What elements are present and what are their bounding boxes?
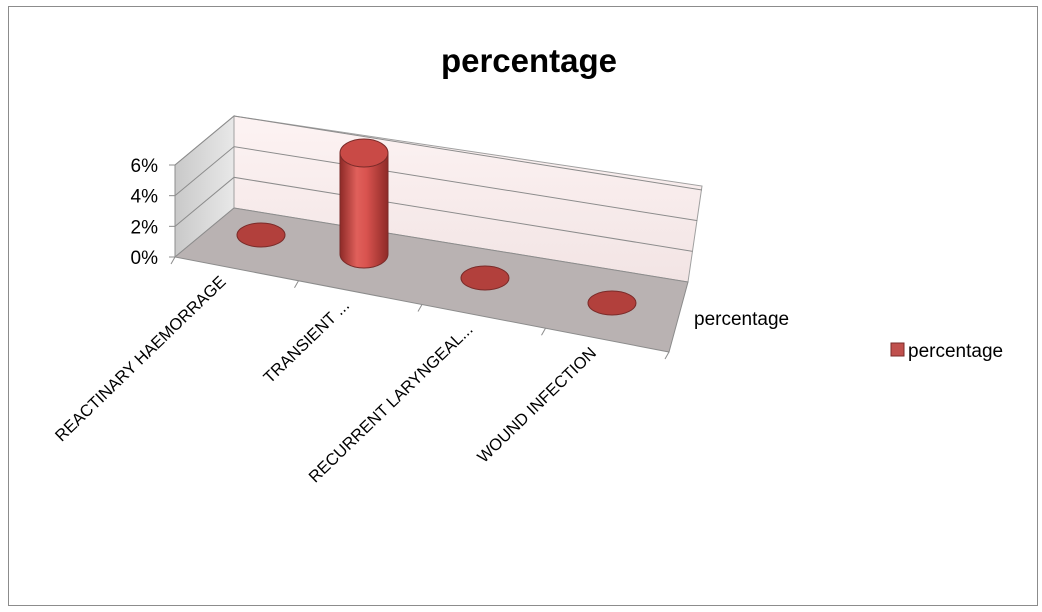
floor	[173, 207, 689, 353]
legend-label: percentage	[908, 341, 1003, 362]
gridline	[174, 146, 698, 222]
gridline	[174, 115, 703, 191]
x-tick-mark	[417, 304, 423, 312]
bar-top	[236, 222, 286, 248]
gridline	[174, 176, 693, 252]
category-label: TRANSIENT ...	[260, 297, 353, 387]
y-tick-label: 4%	[131, 187, 159, 208]
x-tick-mark	[294, 280, 299, 288]
x-tick-mark	[541, 328, 546, 336]
bar-body	[339, 152, 389, 269]
bar	[587, 290, 637, 316]
y-tick-label: 0%	[131, 248, 159, 269]
category-label: REACTINARY HAEMORRAGE	[52, 273, 230, 445]
legend: percentage	[890, 341, 1003, 362]
y-axis-ticks: 0% 2% 4% 6%	[131, 156, 175, 269]
bars	[236, 138, 637, 316]
x-tick-mark	[664, 351, 670, 360]
gridlines	[174, 115, 703, 252]
x-tick-mark	[170, 256, 176, 265]
bar-top	[587, 290, 637, 316]
depth-axis-label: percentage	[694, 309, 789, 330]
bar-top	[339, 138, 389, 168]
bar	[460, 265, 510, 291]
chart-title: percentage	[441, 42, 617, 79]
y-tick-label: 6%	[131, 156, 159, 177]
category-label: WOUND INFECTION	[474, 344, 600, 466]
y-tick-label: 2%	[131, 217, 159, 238]
bar	[236, 222, 286, 248]
bar-top	[460, 265, 510, 291]
legend-swatch	[890, 342, 905, 357]
bar	[339, 138, 389, 269]
category-label: RECURRENT LARYNGEAL...	[306, 320, 477, 486]
